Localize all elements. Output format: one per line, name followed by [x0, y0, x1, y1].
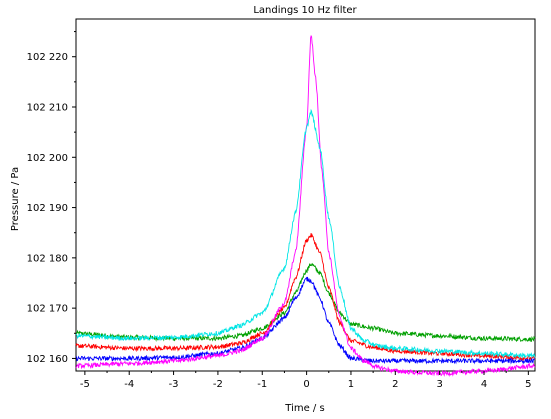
- x-tick-label: -2: [213, 379, 223, 390]
- series-line-4: [75, 34, 536, 378]
- y-axis-label: Pressure / Pa: [10, 167, 21, 231]
- plot-frame: [75, 18, 536, 372]
- y-tick-label: 102 160: [27, 354, 68, 365]
- x-tick-label: 1: [348, 379, 354, 390]
- x-tick-label: -5: [80, 379, 90, 390]
- tick-layer: -5 -4 -3 -2 -1 0 1 2 3 4 5 102 160 102 170 102 180 102…: [27, 31, 532, 390]
- chart-title: Landings 10 Hz filter: [253, 5, 357, 16]
- series-line-5: [75, 108, 536, 360]
- series-line-2: [75, 232, 536, 362]
- x-tick-label: -1: [257, 379, 267, 390]
- x-tick-label: -4: [124, 379, 134, 390]
- x-tick-label: 4: [481, 379, 487, 390]
- y-tick-label: 102 220: [27, 52, 68, 63]
- x-tick-label: 5: [525, 379, 531, 390]
- x-tick-label: -3: [169, 379, 179, 390]
- y-tick-label: 102 180: [27, 253, 68, 264]
- y-tick-label: 102 200: [27, 153, 68, 164]
- series-line-3: [75, 276, 536, 365]
- x-tick-label: 2: [392, 379, 398, 390]
- y-tick-label: 102 210: [27, 103, 68, 114]
- y-tick-label: 102 190: [27, 203, 68, 214]
- x-tick-label: 3: [436, 379, 442, 390]
- y-tick-label: 102 170: [27, 304, 68, 315]
- series-line-1: [75, 262, 536, 343]
- series-layer: [75, 34, 536, 378]
- x-axis-label: Time / s: [284, 403, 324, 414]
- x-tick-label: 0: [303, 379, 309, 390]
